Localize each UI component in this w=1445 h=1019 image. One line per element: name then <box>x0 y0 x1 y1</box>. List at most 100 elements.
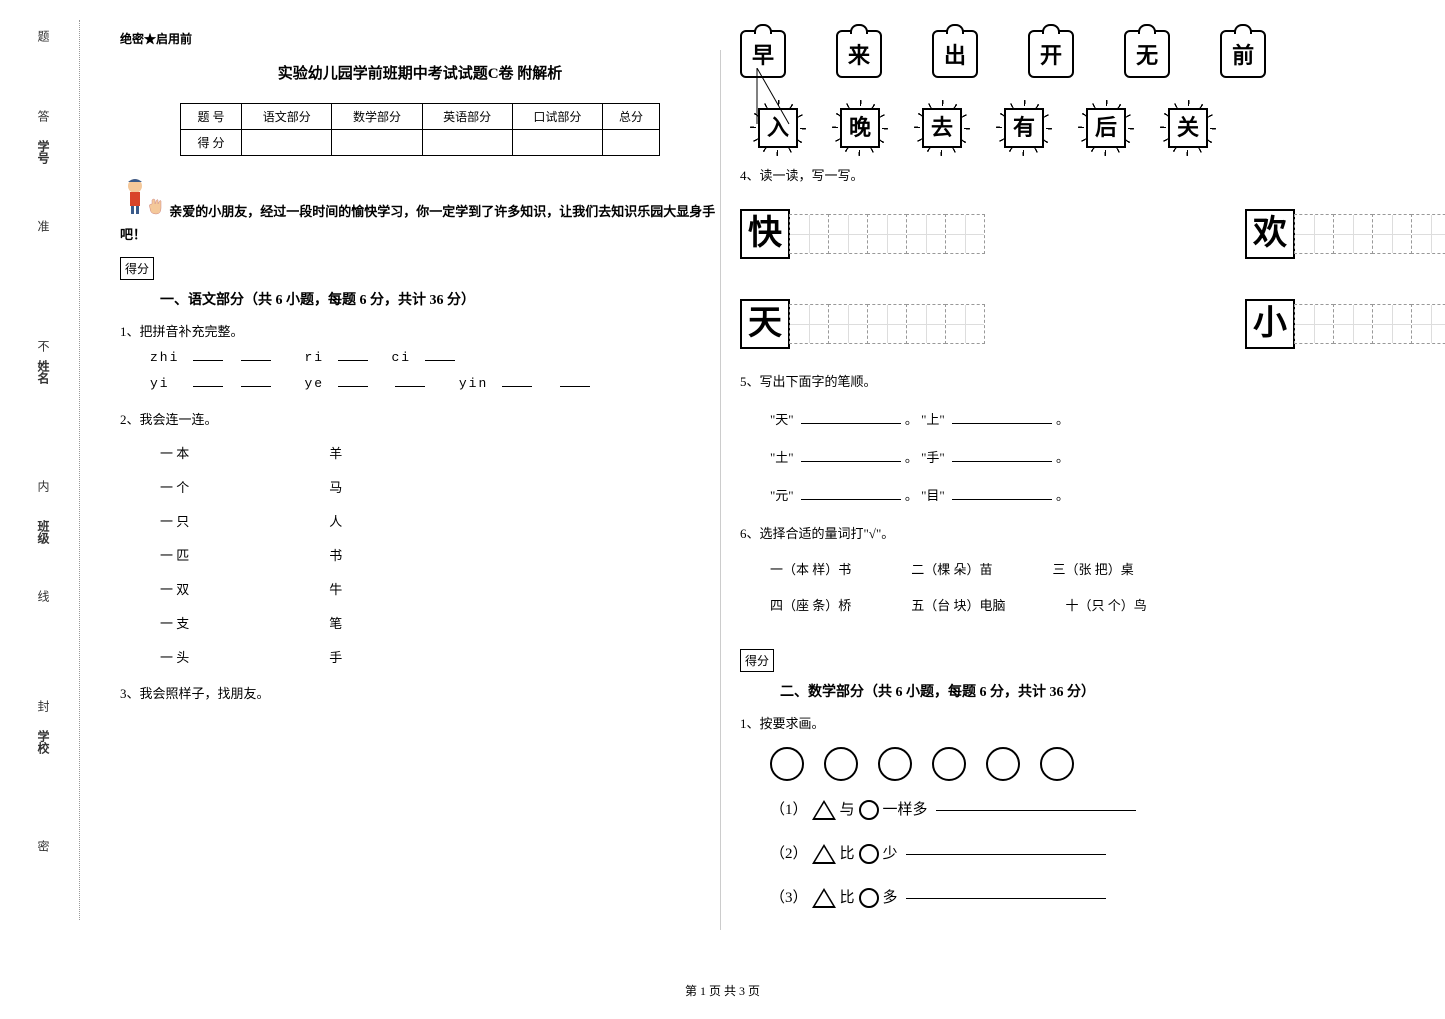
char-box: 天 <box>740 299 790 349</box>
sun-box: 后 <box>1086 108 1126 148</box>
marker: 准 <box>35 220 52 232</box>
match-row: 一 个马 <box>160 475 720 501</box>
td <box>422 130 512 156</box>
word-box: 来 <box>836 30 882 78</box>
shape-comparison-line: （3）比多 <box>770 883 1340 913</box>
match-row: 一 本羊 <box>160 441 720 467</box>
td <box>332 130 422 156</box>
char-practice-row: 快 <box>740 209 985 259</box>
answer-blank <box>906 854 1106 855</box>
match-right: 马 <box>329 475 342 501</box>
match-row: 一 双牛 <box>160 577 720 603</box>
shape-comparison-line: （2）比少 <box>770 839 1340 869</box>
s2-q1-label: 1、按要求画。 <box>740 711 1340 737</box>
sun-boxes: 入晚去有后关 <box>758 108 1340 148</box>
triangle-icon <box>812 844 836 864</box>
measure-row: 四（座 条）桥 五（台 块）电脑 十（只 个）鸟 <box>770 593 1340 619</box>
q6-label: 6、选择合适的量词打"√"。 <box>740 521 1340 547</box>
char-box: 快 <box>740 209 790 259</box>
section-1-title: 一、语文部分（共 6 小题，每题 6 分，共计 36 分） <box>160 289 720 309</box>
score-badge: 得分 <box>740 649 774 672</box>
circle-icon <box>859 844 879 864</box>
binding-sidebar: 题 答 学号 准 不 姓名 内 班级 线 封 学校 密 <box>40 20 80 920</box>
match-row: 一 支笔 <box>160 611 720 637</box>
match-row: 一 匹书 <box>160 543 720 569</box>
td <box>603 130 660 156</box>
match-left: 一 头 <box>160 645 189 671</box>
th: 总分 <box>603 104 660 130</box>
circles-row <box>770 747 1340 781</box>
match-right: 笔 <box>329 611 342 637</box>
td <box>512 130 602 156</box>
match-left: 一 支 <box>160 611 189 637</box>
marker: 题 <box>35 30 52 42</box>
match-row: 一 只人 <box>160 509 720 535</box>
match-row: 一 头手 <box>160 645 720 671</box>
measure-row: 一（本 样）书 二（棵 朵）苗 三（张 把）桌 <box>770 557 1340 583</box>
circle-shape <box>986 747 1020 781</box>
circle-shape <box>824 747 858 781</box>
q1-label: 1、把拼音补充完整。 <box>120 319 720 345</box>
marker: 密 <box>35 840 52 852</box>
match-left: 一 匹 <box>160 543 189 569</box>
word-box: 前 <box>1220 30 1266 78</box>
match-left: 一 双 <box>160 577 189 603</box>
td: 得 分 <box>181 130 242 156</box>
circle-shape <box>770 747 804 781</box>
match-left: 一 只 <box>160 509 189 535</box>
intro-text: 亲爱的小朋友，经过一段时间的愉快学习，你一定学到了许多知识，让我们去知识乐园大显… <box>120 204 715 242</box>
marker: 不 <box>35 340 52 352</box>
sun-box: 入 <box>758 108 798 148</box>
td <box>242 130 332 156</box>
match-right: 羊 <box>329 441 342 467</box>
label-name: 姓名 <box>35 360 52 384</box>
marker: 封 <box>35 700 52 712</box>
word-box: 无 <box>1124 30 1170 78</box>
th: 口试部分 <box>512 104 602 130</box>
q4-label: 4、读一读，写一写。 <box>740 163 1340 189</box>
circle-icon <box>859 888 879 908</box>
label-class: 班级 <box>35 520 52 544</box>
sun-box: 有 <box>1004 108 1044 148</box>
marker: 线 <box>35 590 52 602</box>
char-box: 欢 <box>1245 209 1295 259</box>
char-box: 小 <box>1245 299 1295 349</box>
match-right: 牛 <box>329 577 342 603</box>
circle-icon <box>859 800 879 820</box>
q3-label: 3、我会照样子，找朋友。 <box>120 681 720 707</box>
circle-shape <box>1040 747 1074 781</box>
page-footer: 第 1 页 共 3 页 <box>0 982 1445 999</box>
th: 题 号 <box>181 104 242 130</box>
word-box: 开 <box>1028 30 1074 78</box>
left-column: 绝密★启用前 实验幼儿园学前班期中考试试题C卷 附解析 题 号 语文部分 数学部… <box>120 30 720 717</box>
label-school: 学校 <box>35 730 52 754</box>
match-right: 手 <box>329 645 342 671</box>
th: 英语部分 <box>422 104 512 130</box>
label-id: 学号 <box>35 140 52 164</box>
exam-title: 实验幼儿园学前班期中考试试题C卷 附解析 <box>120 62 720 83</box>
circle-shape <box>878 747 912 781</box>
match-left: 一 个 <box>160 475 189 501</box>
answer-blank <box>906 898 1106 899</box>
sun-box: 晚 <box>840 108 880 148</box>
triangle-icon <box>812 800 836 820</box>
th: 数学部分 <box>332 104 422 130</box>
match-left: 一 本 <box>160 441 189 467</box>
triangle-icon <box>812 888 836 908</box>
match-right: 人 <box>329 509 342 535</box>
column-divider <box>720 50 721 930</box>
hand-icon <box>146 196 166 216</box>
stroke-line: "天" 。 "上" 。 <box>770 407 1340 433</box>
char-practice-row: 小 <box>1245 299 1445 349</box>
q5-label: 5、写出下面字的笔顺。 <box>740 369 1340 395</box>
pinyin-row-1: zhi ri ci <box>150 345 720 371</box>
stroke-line: "土" 。 "手" 。 <box>770 445 1340 471</box>
marker: 内 <box>35 480 52 492</box>
stroke-line: "元" 。 "目" 。 <box>770 483 1340 509</box>
circle-shape <box>932 747 966 781</box>
q2-label: 2、我会连一连。 <box>120 407 720 433</box>
section-2-title: 二、数学部分（共 6 小题，每题 6 分，共计 36 分） <box>780 681 1340 701</box>
answer-blank <box>936 810 1136 811</box>
match-right: 书 <box>329 543 342 569</box>
marker: 答 <box>35 110 52 122</box>
